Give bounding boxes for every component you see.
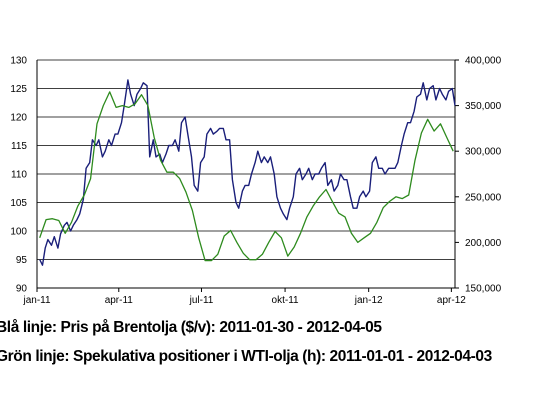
right-tick-label: 400,000 <box>465 56 502 67</box>
series-group <box>39 79 456 266</box>
left-axis-ticks: 90 95 100 105 110 115 120 125 130 <box>10 56 27 295</box>
caption-blue-line: Blå linje: Pris på Brentolja ($/v): 2011… <box>0 319 382 336</box>
x-tick-label: jan-11 <box>22 295 50 306</box>
chart: 90 95 100 105 110 115 120 125 130 150,000 200,000… <box>10 56 502 307</box>
right-axis-ticks: 150,000 200,000 250,000 300,000 350,000 400,0… <box>455 56 502 295</box>
x-tick-label: apr-11 <box>105 295 134 306</box>
right-tick-label: 250,000 <box>465 192 502 203</box>
right-tick-label: 150,000 <box>465 284 502 295</box>
x-tick-label: jul-11 <box>189 295 214 306</box>
right-tick-label: 300,000 <box>465 147 502 158</box>
x-axis-ticks: jan-11 apr-11 jul-11 okt-11 jan-12 apr-12 <box>22 288 466 306</box>
brent-price-line <box>39 79 456 266</box>
axes <box>36 60 456 289</box>
wti-positions-line <box>39 91 454 262</box>
x-tick-label: okt-11 <box>272 295 299 306</box>
right-tick-label: 200,000 <box>465 238 502 249</box>
left-tick-label: 125 <box>10 84 27 95</box>
left-tick-label: 110 <box>11 170 27 181</box>
caption-green-line: Grön linje: Spekulativa positioner i WTI… <box>0 348 492 365</box>
gridlines <box>37 59 455 289</box>
x-tick-label: jan-12 <box>354 295 383 306</box>
left-tick-label: 115 <box>11 141 27 152</box>
left-tick-label: 90 <box>16 284 28 295</box>
left-tick-label: 95 <box>16 255 28 266</box>
left-tick-label: 105 <box>10 198 27 209</box>
left-tick-label: 120 <box>10 113 27 124</box>
right-tick-label: 350,000 <box>465 101 502 112</box>
left-tick-label: 100 <box>10 227 27 238</box>
left-tick-label: 130 <box>10 56 27 67</box>
x-tick-label: apr-12 <box>437 295 466 306</box>
